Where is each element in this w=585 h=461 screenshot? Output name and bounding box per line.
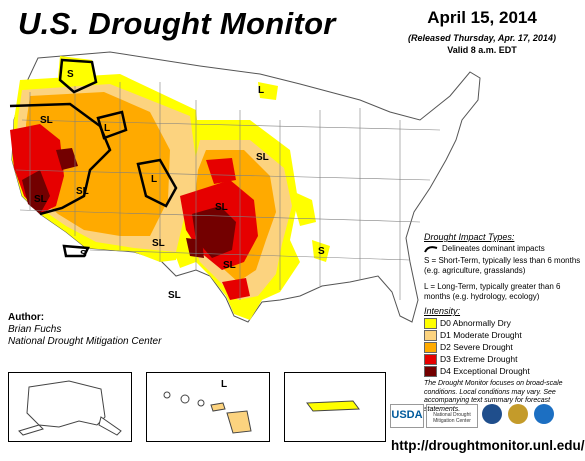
impact-labels: S L SL L SL L SL SL SL SL S S SL SL xyxy=(34,69,325,301)
map-title: U.S. Drought Monitor xyxy=(18,6,336,41)
label-s-ca: S xyxy=(80,249,87,260)
label-sl-ne: SL xyxy=(256,152,269,163)
usda-logo: USDA xyxy=(390,404,424,428)
valid-time: Valid 8 a.m. EDT xyxy=(447,45,517,55)
noaa-seal-icon xyxy=(534,404,554,424)
impact-lines xyxy=(9,58,178,258)
doc-seal-icon xyxy=(482,404,502,424)
label-sl-nv: SL xyxy=(76,186,89,197)
release-date: (Released Thursday, Apr. 17, 2014) xyxy=(408,33,556,43)
label-l-ut: L xyxy=(151,174,157,185)
author-heading: Author: xyxy=(8,312,45,323)
nda-seal-icon xyxy=(508,404,528,424)
label-d1: D1 Moderate Drought xyxy=(440,330,522,340)
impact-short-term: S = Short-Term, typically less than 6 mo… xyxy=(424,256,581,275)
impact-types-heading: Drought Impact Types: xyxy=(424,232,515,242)
label-l-hi: L xyxy=(221,379,227,390)
swatch-d2 xyxy=(424,342,437,353)
label-d0: D0 Abnormally Dry xyxy=(440,318,511,328)
state-boundaries xyxy=(15,82,441,300)
label-d4: D4 Exceptional Drought xyxy=(440,366,530,376)
label-s-wa: S xyxy=(67,69,74,80)
alaska-inset xyxy=(8,372,132,442)
website-url[interactable]: http://droughtmonitor.unl.edu/ xyxy=(391,438,585,453)
puerto-rico-inset xyxy=(284,372,386,442)
impact-delineates: Delineates dominant impacts xyxy=(442,244,545,253)
hawaii-map: L xyxy=(163,379,252,434)
intensity-heading: Intensity: xyxy=(424,306,461,316)
label-sl-or: SL xyxy=(40,115,53,126)
swatch-d3 xyxy=(424,354,437,365)
label-d2: D2 Severe Drought xyxy=(440,342,513,352)
impact-line-icon xyxy=(424,246,438,253)
ndmc-logo-text: National Drought Mitigation Center xyxy=(433,412,471,424)
author-org: National Drought Mitigation Center xyxy=(8,336,162,347)
impact-long-term: L = Long-Term, typically greater than 6 … xyxy=(424,282,561,301)
disclaimer-note: The Drought Monitor focuses on broad-sca… xyxy=(424,380,563,413)
swatch-d1 xyxy=(424,330,437,341)
swatch-d4 xyxy=(424,366,437,377)
hawaii-inset: L xyxy=(146,372,270,442)
label-l-nd: L xyxy=(258,85,264,96)
alaska-map xyxy=(18,380,122,436)
label-s-ms: S xyxy=(318,246,325,257)
ndmc-logo: National Drought Mitigation Center xyxy=(426,404,478,428)
puerto-rico-map xyxy=(306,400,360,412)
swatch-d0 xyxy=(424,318,437,329)
label-sl-tx-w: SL xyxy=(168,290,181,301)
author-name: Brian Fuchs xyxy=(8,324,62,335)
drought-areas xyxy=(10,56,330,320)
usda-logo-text: USDA xyxy=(391,409,423,421)
label-sl-co: SL xyxy=(215,202,228,213)
label-sl-tx: SL xyxy=(223,260,236,271)
label-sl-az: SL xyxy=(152,238,165,249)
map-date: April 15, 2014 xyxy=(427,8,537,27)
label-sl-ca: SL xyxy=(34,194,47,205)
label-d3: D3 Extreme Drought xyxy=(440,354,518,364)
label-l-id: L xyxy=(104,123,110,134)
